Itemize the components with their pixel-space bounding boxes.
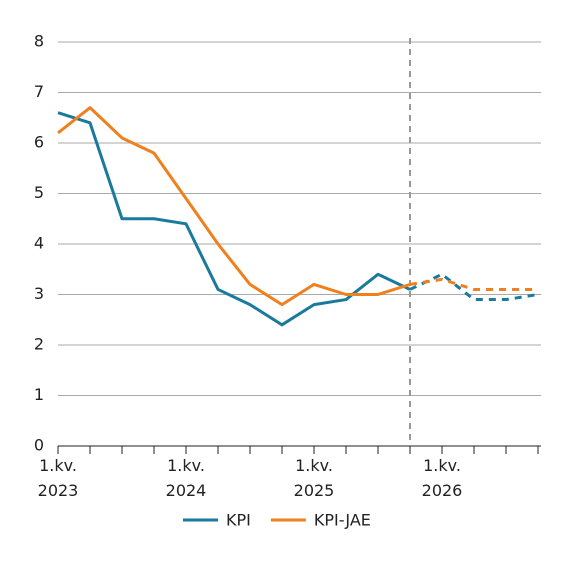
series-line [409, 272, 539, 302]
y-tick-label: 5 [34, 183, 44, 202]
x-tick-label: 1.kv. 2025 [294, 456, 335, 500]
y-tick-label: 1 [34, 385, 44, 404]
series-line [409, 277, 538, 291]
y-tick-label: 6 [34, 133, 44, 152]
y-tick-label: 0 [34, 436, 44, 455]
y-tick-label: 8 [34, 32, 44, 51]
series-line [57, 111, 411, 327]
x-tick-label: 1.kv. 2023 [38, 456, 79, 500]
x-tick-label: 1.kv. 2024 [166, 456, 207, 500]
legend-label: KPI-JAE [314, 511, 371, 530]
y-tick-label: 2 [34, 335, 44, 354]
x-tick-label: 1.kv. 2026 [422, 456, 463, 500]
series-line [57, 106, 411, 307]
y-tick-label: 3 [34, 284, 44, 303]
legend-label: KPI [226, 511, 251, 530]
y-tick-label: 7 [34, 82, 44, 101]
y-tick-label: 4 [34, 234, 44, 253]
